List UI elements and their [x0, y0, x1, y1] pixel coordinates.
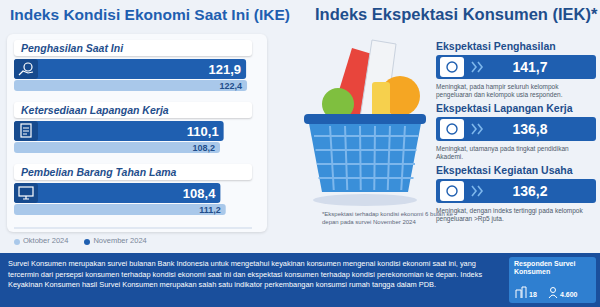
- bar: [14, 121, 224, 141]
- legend-swatch: [84, 239, 90, 245]
- item-value: 136,8: [512, 121, 547, 137]
- basket-illustration: [304, 40, 426, 206]
- item-value: 141,7: [512, 59, 547, 75]
- icons: 141,7 136,8 136,2 18 4.600: [14, 57, 578, 298]
- icon-box: [14, 183, 38, 203]
- chevrons: [472, 186, 482, 196]
- icon: [447, 62, 457, 72]
- item-label: Ekspektasi Penghasilan: [436, 40, 556, 52]
- data-label: 122,4: [220, 81, 243, 91]
- icon: [516, 287, 526, 298]
- axis-line: [14, 228, 252, 229]
- category-label: Ketersediaan Lapangan Kerja: [14, 102, 252, 118]
- basket-grid: [401, 126, 405, 190]
- footer-text: Survei Konsumen merupakan survei bulanan…: [8, 259, 503, 291]
- data-label: 121,9: [209, 62, 242, 77]
- data-labels: 122,4 121,9 108,2 110,1 111,2 108,4: [183, 62, 242, 215]
- basket-grid: [330, 126, 334, 190]
- icon: [447, 186, 457, 196]
- panel-title: Indeks Ekspektasi Konsumen (IEK)*: [315, 5, 597, 24]
- icon: [23, 196, 29, 199]
- basket-rim: [304, 114, 426, 124]
- basket-grid: [388, 126, 390, 190]
- data-label: 108,2: [192, 143, 215, 153]
- bar: [14, 80, 247, 91]
- data-label: 108,4: [183, 186, 216, 201]
- icon: [549, 295, 557, 298]
- category-label: Penghasilan Saat Ini: [14, 40, 252, 56]
- icon: [19, 187, 33, 196]
- chart-title: Indeks Kondisi Ekonomi Saat Ini (IKE): [10, 6, 290, 24]
- item-note: Meningkat, dengan indeks tertinggi pada …: [436, 207, 596, 223]
- icon-box: [14, 59, 38, 79]
- icon-box: [440, 57, 464, 77]
- shadow: [313, 194, 417, 206]
- respondent-title: Responden Survei Konsumen: [514, 260, 594, 276]
- icon: [19, 71, 33, 75]
- icon-box: [440, 181, 464, 201]
- icon: [24, 63, 32, 71]
- bar: [14, 142, 220, 153]
- item-note: Meningkat, utamanya pada tingkat pendidi…: [436, 145, 596, 161]
- respondent-count: 4.600: [560, 291, 578, 298]
- legend-swatch: [14, 239, 20, 245]
- respondent-cities: 18: [529, 291, 537, 298]
- chevrons: [472, 62, 482, 72]
- icon: [551, 288, 556, 293]
- chevrons: [472, 124, 482, 134]
- data-label: 111,2: [199, 205, 221, 215]
- basket: [308, 118, 422, 192]
- icon-box: [440, 119, 464, 139]
- icon: [21, 124, 31, 137]
- basket-grid: [373, 126, 376, 190]
- canvas-svg: 122,4 121,9 108,2 110,1 111,2 108,4 141,7 136,8…: [0, 0, 600, 307]
- item-value: 136,2: [512, 183, 547, 199]
- icon-box: [14, 121, 38, 141]
- item-label: Ekspektasi Lapangan Kerja: [436, 102, 573, 114]
- bars: [14, 59, 247, 215]
- icon: [447, 124, 457, 134]
- data-label: 110,1: [187, 124, 219, 139]
- bar: [14, 204, 226, 215]
- bar: [14, 183, 220, 203]
- basket-grid: [345, 126, 347, 190]
- basket-grid: [359, 126, 362, 190]
- item-label: Ekspektasi Kegiatan Usaha: [436, 164, 573, 176]
- legend-label: November 2024: [93, 236, 146, 245]
- item-note: Meningkat, pada hampir seluruh kelompok …: [436, 83, 596, 99]
- icon: [23, 128, 29, 134]
- bar: [14, 59, 246, 79]
- legend-label: Oktober 2024: [23, 236, 68, 245]
- category-label: Pembelian Barang Tahan Lama: [14, 164, 252, 180]
